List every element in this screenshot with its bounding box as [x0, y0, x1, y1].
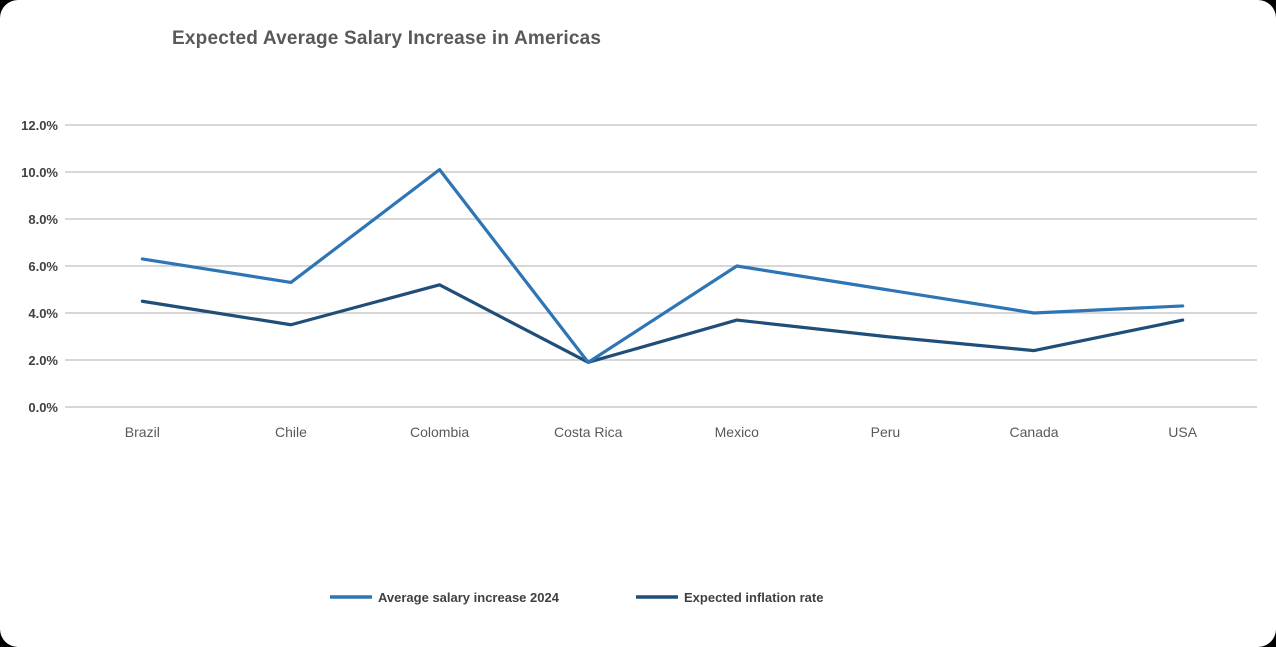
x-axis-category-label: Costa Rica [554, 424, 623, 440]
x-axis-category-label: USA [1168, 424, 1197, 440]
y-axis-tick-label: 2.0% [28, 353, 58, 368]
legend-label: Average salary increase 2024 [378, 590, 560, 605]
x-axis-category-label: Mexico [715, 424, 760, 440]
y-axis-tick-label: 10.0% [21, 165, 58, 180]
y-axis-tick-label: 8.0% [28, 212, 58, 227]
x-axis-category-label: Peru [871, 424, 901, 440]
legend-label: Expected inflation rate [684, 590, 823, 605]
series-line-expected-inflation-rate [140, 283, 1185, 364]
chart-title: Expected Average Salary Increase in Amer… [172, 28, 602, 49]
y-axis-tick-label: 4.0% [28, 306, 58, 321]
y-axis-tick-label: 12.0% [21, 118, 58, 133]
y-axis-tick-label: 6.0% [28, 259, 58, 274]
x-axis-category-label: Colombia [410, 424, 469, 440]
series-line-average-salary-increase [140, 168, 1185, 364]
x-axis-category-label: Brazil [125, 424, 160, 440]
x-axis-category-label: Chile [275, 424, 307, 440]
y-axis-tick-label: 0.0% [28, 400, 58, 415]
x-axis-category-label: Canada [1010, 424, 1059, 440]
